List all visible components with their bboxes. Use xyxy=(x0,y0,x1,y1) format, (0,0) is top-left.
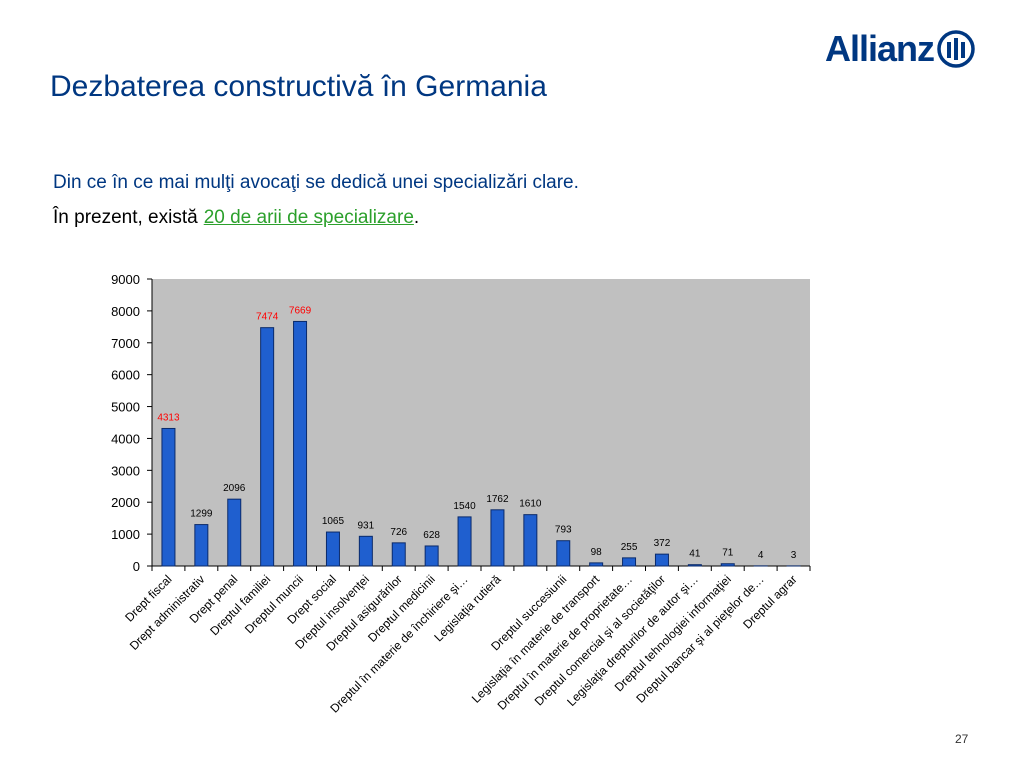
bar xyxy=(457,516,472,567)
bar xyxy=(161,427,176,567)
value-label: 7474 xyxy=(256,312,279,323)
bar xyxy=(720,563,735,567)
value-label: 255 xyxy=(621,542,638,553)
value-label: 98 xyxy=(591,547,603,558)
value-label: 1610 xyxy=(519,499,542,510)
plot-area xyxy=(152,279,810,566)
bar xyxy=(523,514,538,567)
value-label: 41 xyxy=(689,549,701,560)
value-label: 726 xyxy=(390,527,407,538)
y-tick-label: 6000 xyxy=(111,368,140,383)
logo: Allianz xyxy=(825,28,935,69)
bar xyxy=(194,524,209,567)
bar xyxy=(556,540,571,567)
text: În prezent, există xyxy=(53,207,198,228)
value-label: 372 xyxy=(654,538,671,549)
bar xyxy=(490,509,505,567)
y-tick-label: 2000 xyxy=(111,495,140,510)
x-tick-label: Dreptul în materie de proprietate… xyxy=(495,572,636,713)
bar xyxy=(227,498,242,567)
value-label: 628 xyxy=(423,530,440,541)
value-label: 3 xyxy=(791,550,797,561)
bar xyxy=(391,542,406,567)
y-tick-label: 5000 xyxy=(111,400,140,415)
bar xyxy=(260,327,275,567)
bar xyxy=(589,562,604,567)
y-tick-label: 8000 xyxy=(111,304,140,319)
y-tick-label: 1000 xyxy=(111,527,140,542)
logo-icon xyxy=(937,30,975,68)
value-label: 4 xyxy=(758,550,764,561)
value-label: 7669 xyxy=(289,305,312,316)
text-line: În prezent, există 20 de arii de speciali… xyxy=(53,207,419,229)
slide-title: Dezbaterea constructivă în Germania xyxy=(50,70,547,103)
value-label: 931 xyxy=(358,520,375,531)
value-label: 1299 xyxy=(190,509,213,520)
bar xyxy=(358,535,373,567)
bar xyxy=(325,531,340,567)
text: . xyxy=(413,207,420,228)
y-tick-label: 4000 xyxy=(111,431,140,446)
bar xyxy=(654,553,669,567)
value-label: 1762 xyxy=(486,494,509,505)
page-number: 27 xyxy=(955,732,969,746)
value-label: 71 xyxy=(722,548,734,559)
text-line: Din ce în ce mai mulţi avocaţi se dedică… xyxy=(53,172,579,193)
bar xyxy=(424,545,439,567)
y-tick-label: 7000 xyxy=(111,336,140,351)
y-tick-label: 3000 xyxy=(111,463,140,478)
bar xyxy=(622,557,637,567)
value-label: 4313 xyxy=(157,412,180,423)
value-label: 2096 xyxy=(223,483,246,494)
value-label: 793 xyxy=(555,525,572,536)
value-label: 1540 xyxy=(453,501,476,512)
bar xyxy=(687,564,702,567)
y-tick-label: 0 xyxy=(133,559,140,574)
y-tick-label: 9000 xyxy=(111,272,140,287)
bar xyxy=(293,320,308,567)
value-label: 1065 xyxy=(322,516,345,527)
link[interactable]: 20 de arii de specializare xyxy=(203,207,414,228)
